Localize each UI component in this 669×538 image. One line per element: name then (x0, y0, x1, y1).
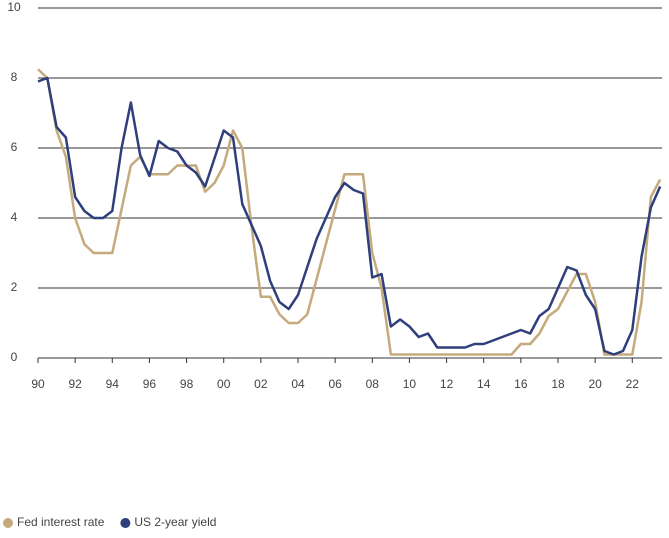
x-tick-label: 20 (588, 377, 602, 391)
x-tick-label: 12 (440, 377, 454, 391)
y-tick-label: 8 (11, 70, 18, 84)
x-tick-label: 96 (143, 377, 157, 391)
legend-label: US 2-year yield (134, 515, 216, 529)
x-tick-label: 10 (403, 377, 417, 391)
x-tick-label: 18 (551, 377, 565, 391)
x-tick-label: 14 (477, 377, 491, 391)
x-tick-label: 16 (514, 377, 528, 391)
y-tick-label: 4 (11, 210, 18, 224)
y-tick-label: 0 (11, 350, 18, 364)
x-tick-label: 04 (291, 377, 305, 391)
x-tick-label: 08 (366, 377, 380, 391)
x-tick-label: 02 (254, 377, 268, 391)
x-tick-label: 92 (68, 377, 82, 391)
x-tick-label: 06 (328, 377, 342, 391)
legend-label: Fed interest rate (17, 515, 105, 529)
y-tick-label: 2 (11, 280, 18, 294)
x-tick-label: 94 (106, 377, 120, 391)
y-tick-label: 10 (7, 0, 21, 14)
x-tick-label: 22 (626, 377, 640, 391)
y-tick-label: 6 (11, 140, 18, 154)
x-tick-label: 90 (31, 377, 45, 391)
legend-swatch (3, 518, 13, 528)
x-tick-label: 00 (217, 377, 231, 391)
legend-swatch (120, 518, 131, 528)
line-series (37, 76, 662, 356)
x-tick-label: 98 (180, 377, 194, 391)
